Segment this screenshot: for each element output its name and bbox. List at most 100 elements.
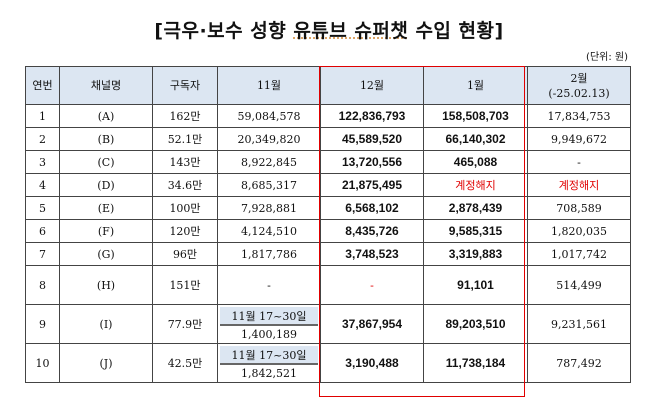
- table-row: 10 (J) 42.5만 11월 17~30일 1,842,521 3,190,488 11…: [25, 343, 631, 383]
- nov-value: -: [217, 265, 321, 305]
- nov-value: 59,084,578: [217, 104, 321, 128]
- row-number: 1: [25, 104, 60, 128]
- channel-name: (C): [59, 150, 153, 174]
- jan-value: 3,319,883: [423, 242, 528, 266]
- nov-note: 11월 17~30일: [220, 346, 318, 365]
- nov-note: 11월 17~30일: [220, 307, 318, 326]
- nov-cell: 11월 17~30일 1,842,521: [217, 343, 321, 383]
- header-dec: 12월: [320, 66, 424, 105]
- row-number: 4: [25, 173, 60, 197]
- row-number: 2: [25, 127, 60, 151]
- feb-value: 1,017,742: [527, 242, 631, 266]
- table-row: 2 (B) 52.1만 20,349,820 45,589,520 66,140,302 9…: [25, 127, 631, 151]
- nov-value: 1,400,189: [241, 328, 297, 341]
- jan-value: 158,508,703: [423, 104, 528, 128]
- channel-name: (J): [59, 343, 153, 383]
- jan-value: 계정해지: [423, 173, 528, 197]
- unit-label: (단위: 원): [586, 52, 628, 63]
- channel-name: (H): [59, 265, 153, 305]
- subscribers: 120만: [152, 219, 218, 243]
- table-row: 9 (I) 77.9만 11월 17~30일 1,400,189 37,867,954 89…: [25, 304, 631, 344]
- channel-name: (I): [59, 304, 153, 344]
- dec-value: 8,435,726: [320, 219, 424, 243]
- feb-value: 1,820,035: [527, 219, 631, 243]
- table-row: 3 (C) 143만 8,922,845 13,720,556 465,088-: [25, 150, 631, 174]
- jan-value: 66,140,302: [423, 127, 528, 151]
- title-part: [극우·보수 성향: [154, 20, 294, 42]
- feb-value: 계정해지: [527, 173, 631, 197]
- subscribers: 77.9만: [152, 304, 218, 344]
- channel-name: (A): [59, 104, 153, 128]
- dec-value: -: [320, 265, 424, 305]
- subscribers: 151만: [152, 265, 218, 305]
- jan-value: 89,203,510: [423, 304, 528, 344]
- row-number: 6: [25, 219, 60, 243]
- feb-value: 17,834,753: [527, 104, 631, 128]
- nov-value: 7,928,881: [217, 196, 321, 220]
- nov-split: 11월 17~30일 1,400,189: [218, 305, 320, 343]
- header-feb-range: (-25.02.13): [548, 86, 610, 100]
- feb-value: 708,589: [527, 196, 631, 220]
- row-number: 8: [25, 265, 60, 305]
- subscribers: 96만: [152, 242, 218, 266]
- header-row: 연번 채널명 구독자 11월 12월 1월 2월 (-25.02.13): [25, 66, 631, 105]
- nov-value: 1,842,521: [241, 367, 297, 380]
- row-number: 3: [25, 150, 60, 174]
- nov-split: 11월 17~30일 1,842,521: [218, 344, 320, 382]
- table-row: 5 (E) 100만 7,928,881 6,568,102 2,878,439 708,5…: [25, 196, 631, 220]
- nov-value: 8,685,317: [217, 173, 321, 197]
- channel-name: (B): [59, 127, 153, 151]
- dec-value: 13,720,556: [320, 150, 424, 174]
- dec-value: 122,836,793: [320, 104, 424, 128]
- title-part: 유튜브 슈퍼챗: [293, 20, 409, 42]
- header-channel: 채널명: [59, 66, 153, 105]
- row-number: 7: [25, 242, 60, 266]
- row-number: 10: [25, 343, 60, 383]
- dec-value: 45,589,520: [320, 127, 424, 151]
- jan-value: 91,101: [423, 265, 528, 305]
- channel-name: (G): [59, 242, 153, 266]
- nov-value: 8,922,845: [217, 150, 321, 174]
- nov-value: 20,349,820: [217, 127, 321, 151]
- channel-name: (D): [59, 173, 153, 197]
- page-title: [극우·보수 성향 유튜브 슈퍼챗 수입 현황]: [0, 16, 658, 43]
- title-part: 수입 현황]: [408, 20, 504, 42]
- channel-name: (E): [59, 196, 153, 220]
- jan-value: 9,585,315: [423, 219, 528, 243]
- header-jan: 1월: [423, 66, 528, 105]
- header-feb: 2월 (-25.02.13): [527, 66, 631, 105]
- feb-value: -: [527, 150, 631, 174]
- subscribers: 162만: [152, 104, 218, 128]
- feb-value: 787,492: [527, 343, 631, 383]
- jan-value: 465,088: [423, 150, 528, 174]
- subscribers: 100만: [152, 196, 218, 220]
- table-row: 6 (F) 120만 4,124,510 8,435,726 9,585,315 1,820…: [25, 219, 631, 243]
- jan-value: 2,878,439: [423, 196, 528, 220]
- nov-cell: 11월 17~30일 1,400,189: [217, 304, 321, 344]
- table-row: 1 (A) 162만 59,084,578 122,836,793 158,508,703…: [25, 104, 631, 128]
- row-number: 5: [25, 196, 60, 220]
- channel-name: (F): [59, 219, 153, 243]
- header-nov: 11월: [217, 66, 321, 105]
- jan-value: 11,738,184: [423, 343, 528, 383]
- dec-value: 6,568,102: [320, 196, 424, 220]
- header-feb-label: 2월: [570, 71, 588, 85]
- nov-value: 1,817,786: [217, 242, 321, 266]
- superchat-table: 연번 채널명 구독자 11월 12월 1월 2월 (-25.02.13) 1 (A)…: [25, 66, 631, 383]
- subscribers: 52.1만: [152, 127, 218, 151]
- header-no: 연번: [25, 66, 60, 105]
- table-row: 8 (H) 151만 - -91,101 514,499: [25, 265, 631, 305]
- dec-value: 3,190,488: [320, 343, 424, 383]
- dec-value: 21,875,495: [320, 173, 424, 197]
- feb-value: 9,231,561: [527, 304, 631, 344]
- header-subscribers: 구독자: [152, 66, 218, 105]
- feb-value: 514,499: [527, 265, 631, 305]
- row-number: 9: [25, 304, 60, 344]
- subscribers: 34.6만: [152, 173, 218, 197]
- table-row: 7 (G) 96만 1,817,786 3,748,523 3,319,883 1,017,…: [25, 242, 631, 266]
- dec-value: 37,867,954: [320, 304, 424, 344]
- feb-value: 9,949,672: [527, 127, 631, 151]
- table-row: 4 (D) 34.6만 8,685,317 21,875,495 계정해지 계정해지: [25, 173, 631, 197]
- subscribers: 42.5만: [152, 343, 218, 383]
- dec-value: 3,748,523: [320, 242, 424, 266]
